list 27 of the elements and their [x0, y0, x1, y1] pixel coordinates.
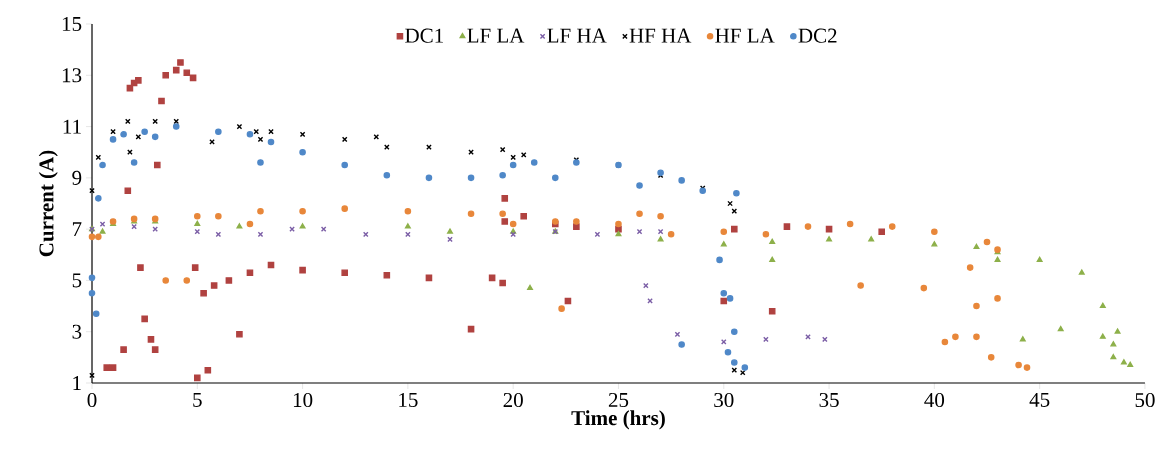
x-axis-title: Time (hrs): [571, 410, 665, 430]
y-tick-label: 11: [63, 119, 81, 134]
x-tick-label: 50: [1135, 392, 1155, 408]
x-tick-label: 40: [924, 392, 945, 408]
x-tick-label: 15: [399, 392, 418, 407]
legend-label: DC2: [798, 28, 837, 43]
y-tick-label: 1: [73, 376, 81, 390]
x-tick-label: 25: [608, 392, 629, 408]
x-tick-label: 20: [503, 392, 523, 408]
y-tick-label: 13: [62, 68, 82, 83]
y-axis-title: Current (A): [38, 150, 58, 257]
y-tick-label: 15: [62, 16, 82, 32]
legend-label: HF LA: [715, 28, 775, 43]
x-tick-label: 0: [87, 392, 97, 408]
x-tick-label: 30: [714, 392, 734, 408]
legend-label: LF HA: [547, 28, 607, 43]
y-tick-label: 7: [72, 222, 82, 237]
x-tick-label: 45: [1029, 392, 1050, 407]
x-tick-label: 5: [193, 392, 202, 407]
y-tick-label: 3: [72, 324, 82, 339]
legend-label: HF HA: [629, 28, 692, 43]
y-tick-label: 9: [72, 170, 82, 185]
x-tick-label: 35: [819, 392, 839, 408]
legend-label: DC1: [405, 28, 443, 43]
legend-label: LF LA: [467, 28, 525, 43]
x-tick-label: 10: [293, 392, 313, 408]
y-tick-label: 5: [72, 273, 82, 288]
